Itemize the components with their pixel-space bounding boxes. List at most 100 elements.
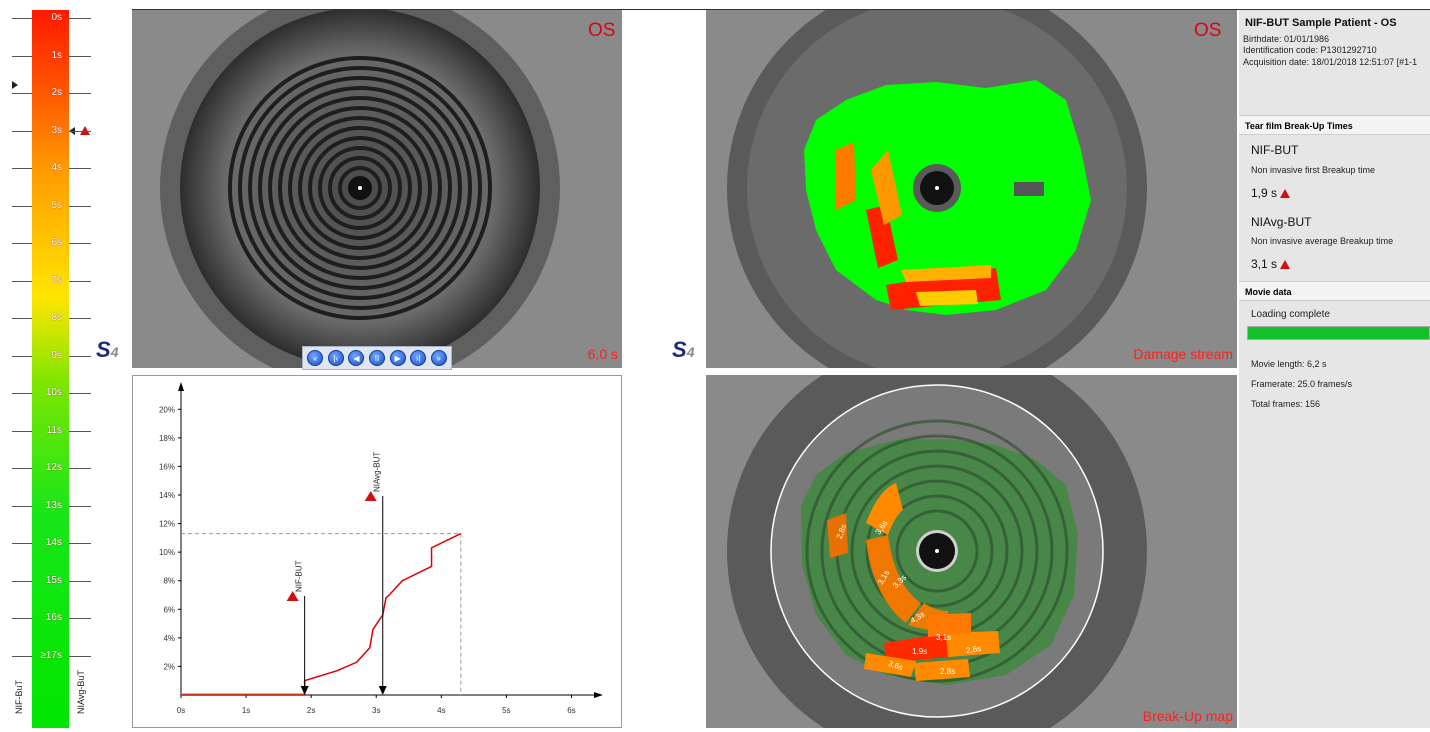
scale-tick-left [12,618,32,619]
y-tick-label: 4% [163,634,175,643]
scale-tick-right [69,393,91,394]
scale-tick-label: 6s [51,237,62,248]
x-tick-label: 0s [177,706,185,715]
nif-but-value-row: 1,9 s [1251,186,1291,200]
eye-image-breakup-map: 2,8s 3,6s 3,1s 3,3s 4,3s 3,1s 1,9s 2,6s 3,6s 2,8s… [706,375,1237,728]
scale-tick-right [69,468,91,469]
breakup-curve [181,532,462,696]
scale-tick-label: 5s [51,199,62,211]
scale-tick-label: 14s [45,537,62,548]
identification-code: Identification code: P1301292710 [1243,45,1377,55]
scale-tick-left [12,130,32,132]
scale-tick-left [12,655,32,657]
breakup-time-label: 3,1s [936,633,952,642]
scale-tick-left [12,280,32,282]
playback-controls: « |‹ ◀ II ▶ ›| » [302,346,452,370]
info-panel: NIF-BUT Sample Patient - OS Birthdate: 0… [1239,10,1430,728]
breakup-color-scale: NIF-BuT NIAvg-BuT 0s 1s 2s 3s 4s 5s 6s 7s 8s 9s 10… [0,0,132,728]
marker-label: NIAvg-BUT [373,452,382,492]
scale-tick-right [69,318,91,319]
loading-progress-fill [1248,327,1429,339]
nif-but-title: NIF-BUT [1251,143,1299,157]
birthdate: Birthdate: 01/01/1986 [1243,34,1330,44]
s4-logo-right: S4 [672,337,695,362]
scale-tick-right [69,205,91,207]
scale-tick-left [12,543,32,544]
x-tick-label: 1s [242,706,250,715]
scale-tick-label: 1s [51,49,62,61]
scale-tick-right [69,130,91,132]
marker-arrow-icon [300,686,309,695]
last-frame-icon[interactable]: » [430,350,447,366]
loading-status: Loading complete [1251,309,1330,320]
y-tick-label: 6% [163,605,175,614]
warning-icon [364,491,377,501]
y-tick-label: 16% [159,462,175,471]
y-tick-label: 2% [163,662,175,671]
movie-length: Movie length: 6,2 s [1251,359,1327,369]
play-icon[interactable]: ▶ [389,350,406,366]
scale-tick-left [12,243,32,244]
nif-but-pointer-icon [12,81,18,89]
scale-tick-label: ≥17s [40,649,62,661]
scale-tick-right [69,93,91,94]
scale-tick-left [12,355,32,357]
marker-label: NIF-BUT [295,560,304,592]
scale-tick-left [12,205,32,207]
eye-image-damage-stream: OS Damage stream [706,10,1237,368]
x-tick-label: 3s [372,706,380,715]
y-tick-label: 18% [159,434,175,443]
scale-tick-left [12,168,32,169]
y-tick-label: 14% [159,491,175,500]
damage-stream-caption: Damage stream [1133,346,1233,362]
niavg-but-description: Non invasive average Breakup time [1251,236,1394,246]
marker-arrow-icon [378,686,387,695]
scale-tick-right [69,355,91,357]
y-tick-label: 8% [163,577,175,586]
x-tick-label: 4s [437,706,445,715]
rewind-icon[interactable]: ◀ [348,350,365,366]
framerate: Framerate: 25.0 frames/s [1251,379,1353,389]
scale-tick-left [12,505,32,507]
warning-icon [1280,189,1291,199]
niavg-but-title: NIAvg-BUT [1251,215,1312,229]
scale-tick-right [69,580,91,582]
breakup-percentage-graph: 2% 4% 6% 8% 10% 12% 14% 16% 18% 20% 0s 1s 2s 3s 4s 5s 6s… [132,375,622,728]
breakup-time-label: 1,9s [912,647,928,656]
scale-tick-right [69,505,91,507]
scale-tick-right [69,655,91,657]
y-tick-label: 10% [159,548,175,557]
next-frame-icon[interactable]: ›| [410,350,427,366]
nif-but-value: 1,9 s [1251,186,1278,200]
scale-tick-left [12,18,32,19]
scale-tick-label: 16s [45,612,62,623]
scale-tick-label: 4s [51,162,62,173]
pause-icon[interactable]: II [368,350,385,366]
scale-tick-right [69,55,91,57]
scale-tick-right [69,280,91,282]
scale-tick-label: 2s [51,87,62,98]
breakup-time-label: 2,8s [940,667,956,676]
scale-tick-left [12,93,32,94]
scale-tick-right [69,618,91,619]
scale-tick-right [69,18,91,19]
patient-title: NIF-BUT Sample Patient - OS [1245,17,1397,29]
x-axis-arrow-icon [594,692,603,698]
scale-tick-label: 13s [45,499,62,511]
scale-tick-label: 9s [51,349,62,361]
y-tick-label: 12% [159,520,175,529]
scale-tick-left [12,318,32,319]
scale-left-label: NIF-BuT [14,679,24,714]
scale-tick-right [69,168,91,169]
first-frame-icon[interactable]: « [307,350,324,366]
x-tick-label: 6s [567,706,575,715]
scale-tick-left [12,430,32,432]
total-frames: Total frames: 156 [1251,399,1321,409]
scale-tick-label: 8s [51,312,62,323]
acquisition-date: Acquisition date: 18/01/2018 12:51:07 [#… [1243,57,1418,67]
scale-right-label: NIAvg-BuT [76,670,86,714]
section-breakup-times: Tear film Break-Up Times [1239,115,1430,135]
scale-tick-label: 15s [45,574,62,586]
previous-frame-icon[interactable]: |‹ [327,350,344,366]
loading-progress-bar [1247,326,1430,340]
